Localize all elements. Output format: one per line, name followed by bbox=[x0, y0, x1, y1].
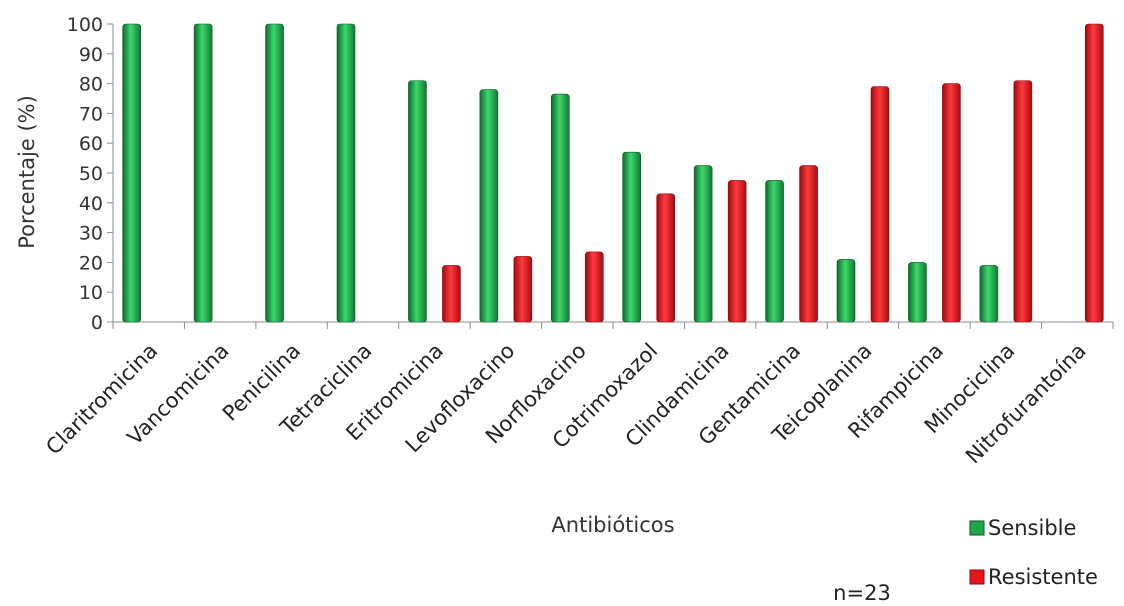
bar-resistente bbox=[584, 251, 604, 323]
bar-resistente bbox=[870, 86, 890, 323]
y-tick-label: 100 bbox=[67, 14, 103, 36]
bar-sensible bbox=[336, 23, 356, 323]
legend-swatch-sensible bbox=[969, 520, 985, 536]
bar-resistente bbox=[727, 180, 747, 323]
bar-resistente bbox=[942, 83, 961, 323]
x-axis-title: Antibióticos bbox=[551, 513, 674, 537]
bars bbox=[122, 23, 1104, 323]
bar-sensible bbox=[622, 151, 642, 323]
bar-sensible bbox=[765, 180, 784, 323]
bar-sensible bbox=[836, 259, 856, 323]
y-tick-label: 60 bbox=[79, 133, 103, 155]
y-tick-label: 40 bbox=[79, 193, 103, 215]
bar-resistente bbox=[656, 193, 676, 323]
y-axis: 0 10 20 30 40 50 60 70 80 90 100 bbox=[67, 14, 114, 334]
bar-sensible bbox=[979, 265, 999, 323]
bar-resistente bbox=[799, 165, 818, 323]
bar-sensible bbox=[908, 262, 927, 323]
bar-sensible bbox=[408, 80, 427, 323]
legend-label-resistente: Resistente bbox=[988, 565, 1098, 589]
bar-resistente bbox=[1013, 80, 1033, 323]
category-labels: ClaritromicinaVancomicinaPenicilinaTetra… bbox=[41, 339, 1090, 469]
bar-resistente bbox=[513, 256, 533, 323]
bar-sensible bbox=[193, 23, 213, 323]
x-axis bbox=[112, 321, 1114, 329]
y-tick-label: 80 bbox=[79, 74, 103, 96]
y-tick-label: 70 bbox=[79, 103, 103, 125]
bar-sensible bbox=[122, 23, 142, 323]
y-tick-label: 50 bbox=[79, 163, 103, 185]
bar-sensible bbox=[479, 89, 499, 323]
y-tick-label: 0 bbox=[91, 312, 103, 334]
sample-size-note: n=23 bbox=[833, 581, 891, 605]
legend: Sensible Resistente bbox=[969, 516, 1098, 589]
y-axis-title: Porcentaje (%) bbox=[15, 95, 39, 249]
bar-resistente bbox=[442, 265, 461, 323]
legend-swatch-resistente bbox=[969, 569, 985, 585]
category-label: Nitrofurantoína bbox=[961, 339, 1091, 469]
y-tick-label: 90 bbox=[79, 44, 103, 66]
bar-sensible bbox=[693, 165, 713, 323]
y-tick-label: 20 bbox=[79, 252, 103, 274]
y-tick-label: 10 bbox=[79, 282, 103, 304]
y-tick-label: 30 bbox=[79, 223, 103, 245]
bar-resistente bbox=[1084, 23, 1104, 323]
bar-sensible bbox=[265, 23, 284, 323]
bar-sensible bbox=[550, 93, 570, 323]
legend-label-sensible: Sensible bbox=[988, 516, 1076, 540]
